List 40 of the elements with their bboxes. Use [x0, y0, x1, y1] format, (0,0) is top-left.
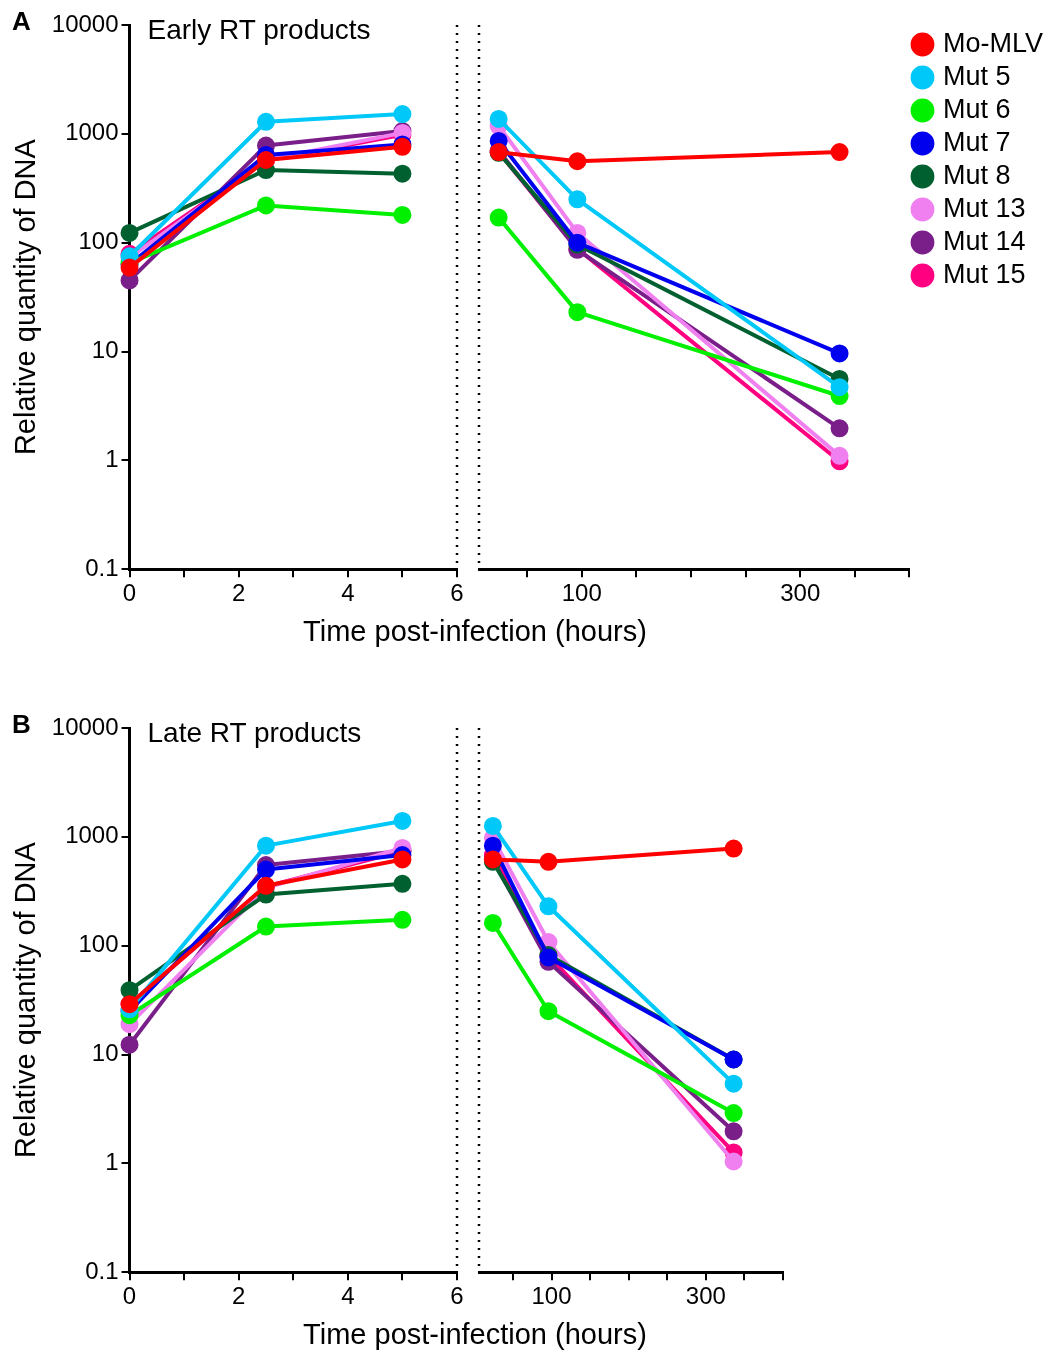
- legend-label: Mut 8: [942, 159, 1011, 190]
- legend-label: Mut 13: [942, 192, 1026, 223]
- y-tick-label: 1000: [65, 118, 119, 146]
- x-tick-label: 6: [450, 1282, 464, 1310]
- x-tick-label: 300: [780, 579, 821, 607]
- x-tick-label: 300: [685, 1282, 726, 1310]
- x-axis-title: Time post-infection (hours): [302, 1317, 648, 1351]
- y-tick-label: 100: [78, 930, 119, 958]
- y-tick-label: 1000: [65, 821, 119, 849]
- x-tick-label: 2: [232, 579, 246, 607]
- text: A: [12, 6, 31, 37]
- x-tick-label: 0: [122, 1282, 137, 1310]
- x-tick-label: 100: [531, 1282, 572, 1310]
- legend-label: Mut 15: [942, 258, 1026, 289]
- legend-label: Mo-MLV: [942, 27, 1043, 58]
- chart-title: Early RT products: [147, 13, 371, 45]
- y-tick-label: 1: [105, 444, 119, 472]
- legend-label: Mut 5: [942, 60, 1011, 91]
- y-tick-label: 10: [91, 336, 119, 364]
- y-tick-label: 100: [78, 227, 119, 255]
- x-tick-label: 4: [341, 1282, 355, 1310]
- y-tick-label: 0.1: [85, 553, 119, 581]
- chart-title: Late RT products: [147, 716, 362, 748]
- x-tick-label: 2: [232, 1282, 246, 1310]
- legend-label: Mut 6: [942, 93, 1011, 124]
- y-tick-label: 10: [91, 1039, 119, 1067]
- x-tick-label: 6: [450, 579, 464, 607]
- legend-label: Mut 14: [942, 225, 1026, 256]
- x-tick-label: 100: [561, 579, 602, 607]
- x-axis-title: Time post-infection (hours): [302, 614, 648, 648]
- y-tick-label: 1: [105, 1147, 119, 1175]
- y-axis-title: Relative quantity of DNA: [9, 841, 42, 1159]
- text: B: [12, 709, 31, 740]
- y-axis-title: Relative quantity of DNA: [9, 138, 42, 456]
- y-tick-label: 10000: [51, 712, 119, 740]
- legend-label: Mut 7: [942, 126, 1011, 157]
- x-tick-label: 4: [341, 579, 355, 607]
- x-tick-label: 0: [122, 579, 137, 607]
- y-tick-label: 10000: [51, 9, 119, 37]
- y-tick-label: 0.1: [85, 1256, 119, 1284]
